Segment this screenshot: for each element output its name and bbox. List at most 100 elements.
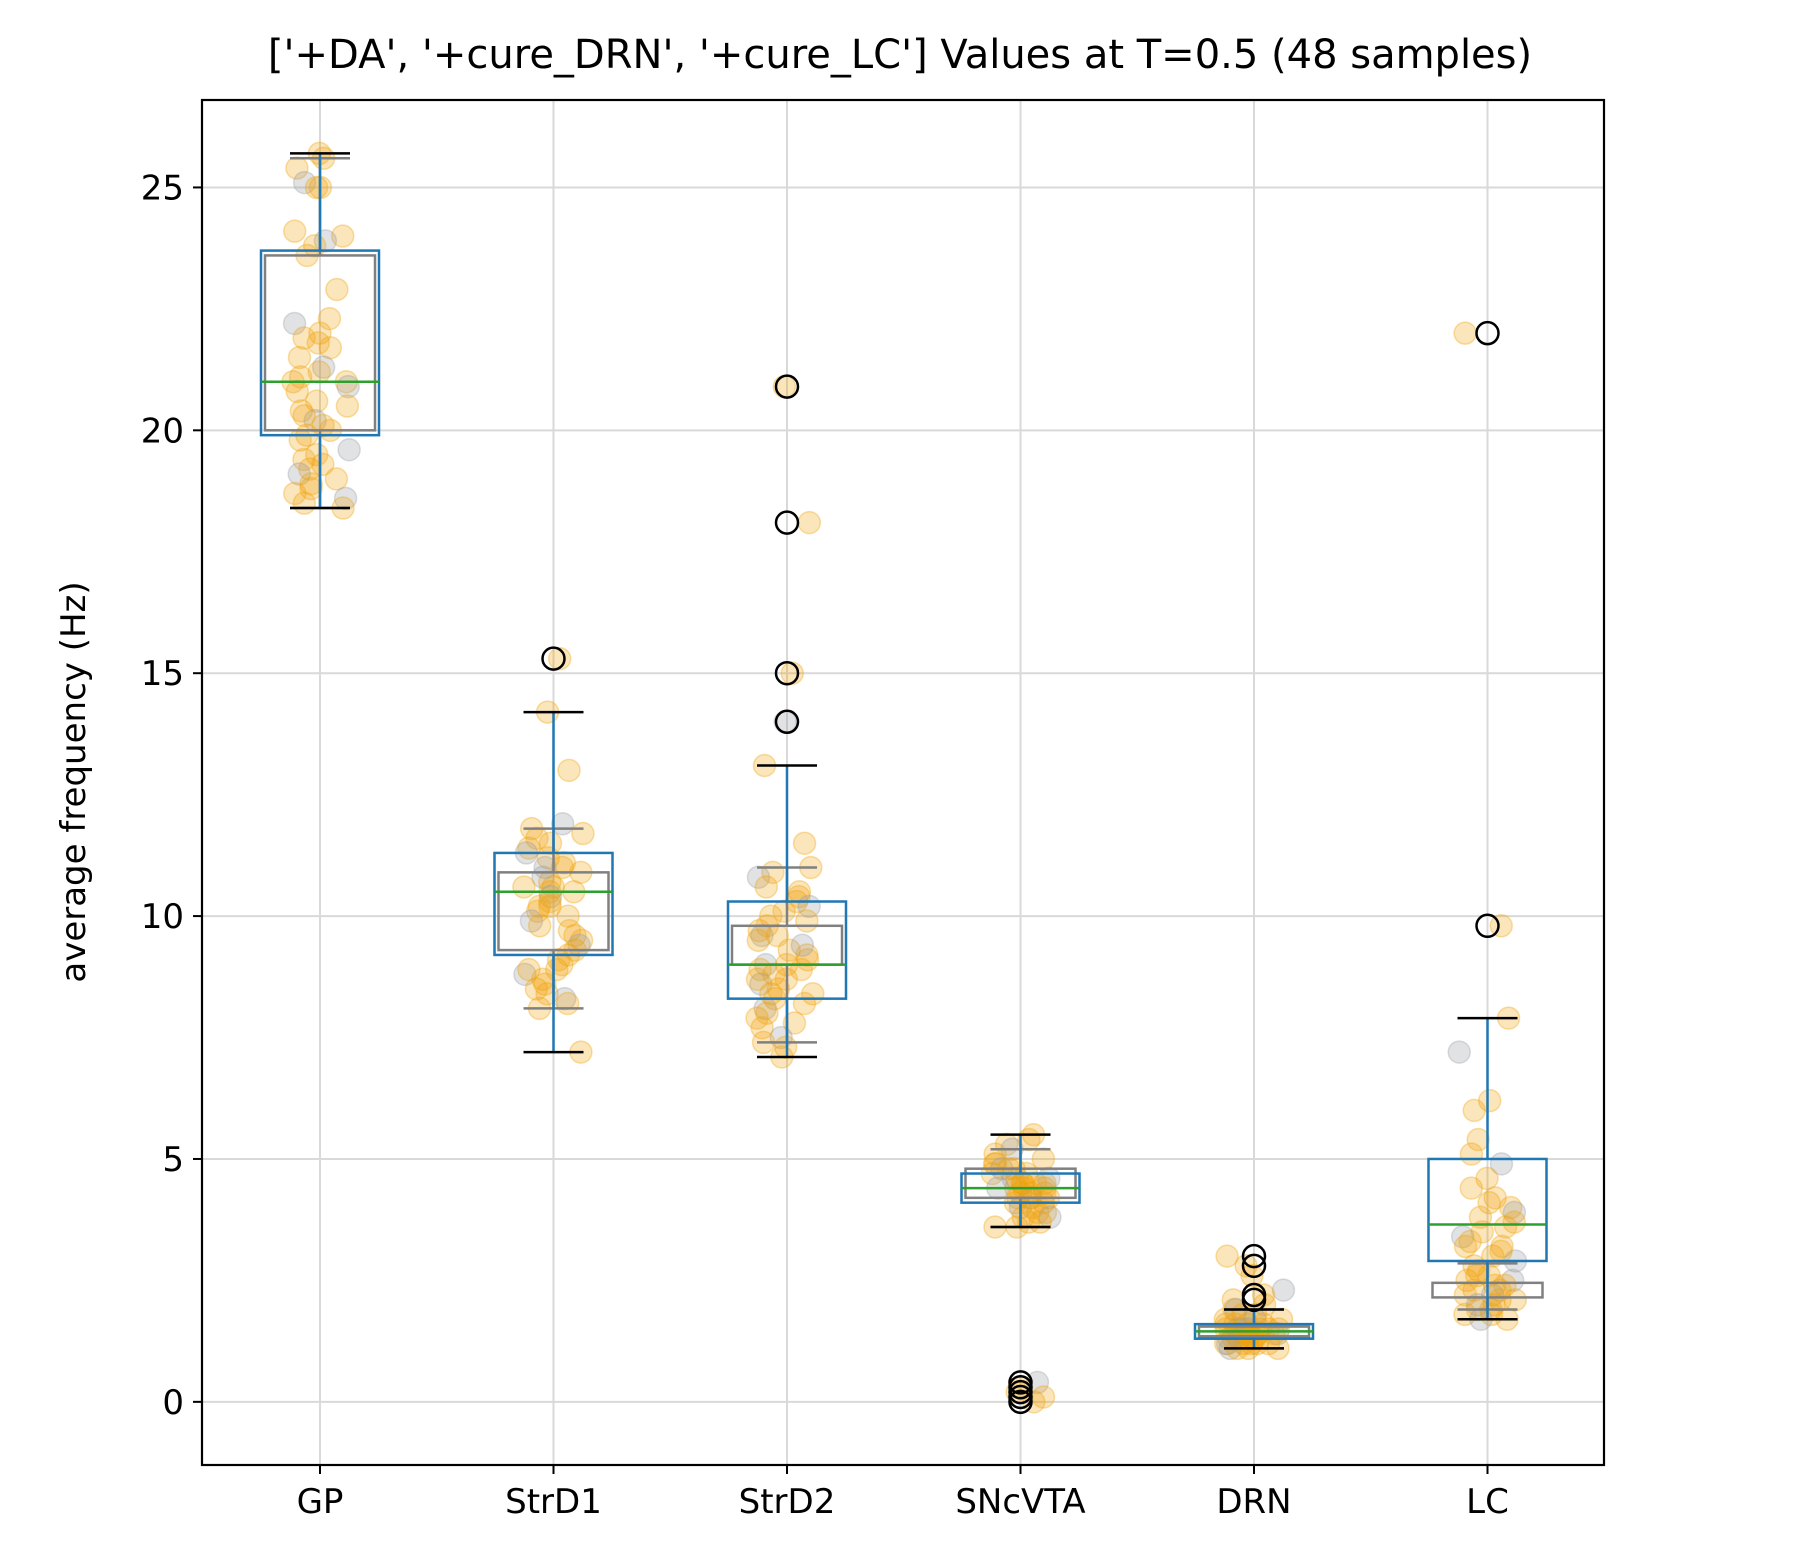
data-point <box>1462 1098 1486 1123</box>
data-point <box>797 510 822 535</box>
data-point <box>550 812 575 836</box>
data-point <box>333 486 358 511</box>
data-point <box>557 758 581 783</box>
axes: GP StrD1 StrD2 SNcVTA DRN LC 0 5 10 15 20 25 <box>141 168 1509 1522</box>
data-point <box>285 156 309 180</box>
data-point <box>299 472 323 496</box>
box-LC <box>1427 1157 1548 1263</box>
flier-point <box>1241 1287 1267 1313</box>
data-point <box>1503 1288 1527 1312</box>
y-tick-label: 20 <box>141 411 184 451</box>
data-point <box>292 491 317 515</box>
data-point <box>571 821 595 846</box>
data-point <box>538 889 562 914</box>
data-point <box>287 345 312 370</box>
data-point <box>335 394 360 418</box>
data-point <box>513 962 537 987</box>
data-point <box>512 875 536 899</box>
y-tick-label: 0 <box>162 1383 184 1423</box>
data-point <box>765 923 790 948</box>
data-point <box>1447 1040 1471 1064</box>
flier-point <box>774 374 800 399</box>
data-point <box>519 909 544 933</box>
data-point <box>750 1016 774 1040</box>
data-point <box>1468 1205 1493 1230</box>
data-point <box>311 452 335 477</box>
data-point <box>311 355 336 379</box>
flier-point <box>1008 1389 1033 1415</box>
data-point <box>524 977 549 1001</box>
x-tick-label: StrD1 <box>505 1482 602 1522</box>
data-point <box>1215 1244 1239 1268</box>
data-point <box>317 306 342 331</box>
data-point <box>1031 1147 1056 1171</box>
flier-point <box>1241 1243 1267 1269</box>
data-point <box>1038 1205 1062 1230</box>
flier-point <box>774 660 800 686</box>
data-point <box>772 899 796 923</box>
data-point <box>1011 1205 1035 1230</box>
y-tick-label: 5 <box>162 1140 184 1180</box>
data-point <box>789 957 814 982</box>
data-point <box>1470 1220 1494 1244</box>
data-point <box>745 1006 769 1030</box>
data-point <box>557 918 582 943</box>
data-point <box>538 870 562 894</box>
data-point <box>283 481 307 506</box>
data-point <box>1462 1278 1486 1302</box>
data-point <box>1493 1215 1518 1239</box>
data-point <box>299 476 323 501</box>
data-point <box>324 467 349 491</box>
x-tick-label: SNcVTA <box>955 1482 1085 1522</box>
x-tick-label: StrD2 <box>739 1482 836 1522</box>
data-point <box>782 1011 807 1035</box>
data-point <box>308 321 332 345</box>
data-point <box>533 972 557 996</box>
data-point <box>292 447 316 472</box>
data-point <box>1033 1200 1058 1225</box>
x-tick-label: GP <box>297 1482 344 1522</box>
chart-title: ['+DA', '+cure_DRN', '+cure_LC'] Values … <box>268 32 1532 78</box>
flier-point <box>1475 320 1500 346</box>
data-point <box>527 914 552 938</box>
data-point <box>1475 1166 1499 1191</box>
data-point <box>1490 1234 1514 1259</box>
y-tick-label: 25 <box>141 168 184 208</box>
data-point <box>282 311 307 336</box>
data-point <box>555 991 580 1016</box>
data-point <box>766 977 791 1001</box>
data-point <box>746 928 771 953</box>
data-point <box>538 831 563 855</box>
data-point <box>762 962 786 987</box>
flier-point <box>774 709 800 735</box>
data-point <box>304 175 329 200</box>
data-point <box>755 1001 779 1025</box>
data-point <box>325 277 349 302</box>
box-StrD2 <box>726 900 848 1000</box>
data-point <box>285 379 309 404</box>
data-point <box>750 923 774 948</box>
data-point <box>773 710 797 734</box>
data-point <box>790 933 815 957</box>
data-point <box>759 904 783 928</box>
data-point <box>795 909 819 933</box>
data-point <box>292 170 317 195</box>
data-point <box>336 374 360 399</box>
x-tick-label: LC <box>1466 1482 1509 1522</box>
data-point <box>1466 1127 1490 1152</box>
data-point <box>1477 1190 1501 1215</box>
data-point <box>1488 1288 1512 1312</box>
data-point <box>1455 1268 1479 1293</box>
data-point <box>1459 1176 1484 1200</box>
data-point <box>525 899 550 923</box>
flier-point <box>1241 1253 1267 1279</box>
data-point <box>547 646 572 671</box>
data-point <box>525 826 549 851</box>
data-point <box>287 462 311 486</box>
data-point <box>546 948 571 972</box>
y-tick-label: 15 <box>141 654 184 694</box>
data-point <box>795 943 819 967</box>
data-point <box>1271 1278 1296 1302</box>
data-point <box>749 972 773 996</box>
